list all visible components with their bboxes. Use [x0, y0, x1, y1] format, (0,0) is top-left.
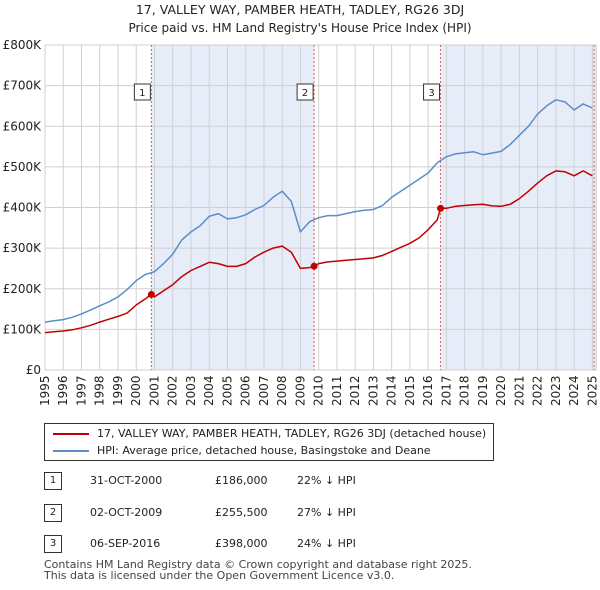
sale-number-box	[133, 83, 151, 101]
legend-item-hpi: HPI: Average price, detached house, Basi…	[53, 443, 431, 459]
sale-row: 3 06-SEP-2016 £398,000 24% ↓ HPI	[44, 535, 564, 555]
x-tick-label: 2020	[494, 375, 508, 406]
sale-point	[147, 290, 155, 298]
y-tick-label: £500K	[3, 160, 43, 174]
sale-row: 2 02-OCT-2009 £255,500 27% ↓ HPI	[44, 504, 564, 524]
chart-subtitle: Price paid vs. HM Land Registry's House …	[128, 21, 471, 35]
legend-label-property: 17, VALLEY WAY, PAMBER HEATH, TADLEY, RG…	[97, 427, 487, 440]
x-tick-label: 1997	[74, 375, 88, 406]
x-tick-label: 2024	[567, 375, 581, 406]
sale-point	[437, 204, 445, 212]
x-tick-label: 2019	[476, 375, 490, 406]
x-tick-label: 2021	[512, 375, 526, 406]
y-tick-label: £800K	[3, 38, 43, 52]
sale-number-label: 1	[139, 88, 145, 99]
y-tick-label: £100K	[3, 322, 43, 336]
x-tick-label: 2005	[220, 375, 234, 406]
sale-marker-number: 3	[44, 535, 62, 553]
x-tick-label: 2014	[385, 375, 399, 406]
sale-date: 06-SEP-2016	[90, 537, 161, 550]
legend-item-property: 17, VALLEY WAY, PAMBER HEATH, TADLEY, RG…	[53, 426, 486, 442]
x-tick-label: 2004	[202, 375, 216, 406]
legend-swatch-hpi	[53, 450, 89, 452]
x-tick-label: 1995	[38, 375, 52, 406]
x-tick-label: 2018	[458, 375, 472, 406]
x-tick-label: 2009	[293, 375, 307, 406]
footer-line-2: This data is licensed under the Open Gov…	[44, 569, 395, 582]
x-tick-label: 2002	[166, 375, 180, 406]
x-tick-label: 2007	[257, 375, 271, 406]
y-tick-label: £400K	[3, 201, 43, 215]
sale-marker-number: 2	[44, 504, 62, 522]
hpi-series-line	[44, 99, 593, 323]
x-tick-label: 2016	[421, 375, 435, 406]
x-tick-label: 2017	[439, 375, 453, 406]
chart-legend: 17, VALLEY WAY, PAMBER HEATH, TADLEY, RG…	[44, 423, 494, 461]
sale-price: £255,500	[215, 506, 268, 519]
legend-label-hpi: HPI: Average price, detached house, Basi…	[97, 444, 431, 457]
x-tick-label: 2013	[366, 375, 380, 406]
footer-line-1: Contains HM Land Registry data © Crown c…	[44, 558, 472, 571]
sale-number-label: 2	[302, 88, 308, 99]
x-tick-label: 2012	[348, 375, 362, 406]
x-tick-label: 2008	[275, 375, 289, 406]
x-tick-label: 2006	[239, 375, 253, 406]
sale-row: 1 31-OCT-2000 £186,000 22% ↓ HPI	[44, 472, 564, 492]
x-tick-label: 1996	[56, 375, 70, 406]
sale-point	[310, 262, 318, 270]
x-tick-label: 2025	[585, 375, 599, 406]
sale-date: 02-OCT-2009	[90, 506, 163, 519]
sale-hpi-diff: 22% ↓ HPI	[297, 474, 356, 487]
sale-date: 31-OCT-2000	[90, 474, 163, 487]
x-tick-label: 2001	[147, 375, 161, 406]
sale-number-box	[423, 83, 441, 101]
x-tick-label: 2000	[129, 375, 143, 406]
sale-price: £186,000	[215, 474, 268, 487]
sale-number-label: 3	[428, 88, 434, 99]
x-tick-label: 2010	[312, 375, 326, 406]
x-tick-label: 2011	[330, 375, 344, 406]
chart-title: 17, VALLEY WAY, PAMBER HEATH, TADLEY, RG…	[136, 2, 464, 17]
x-tick-label: 1998	[93, 375, 107, 406]
price-chart: 17, VALLEY WAY, PAMBER HEATH, TADLEY, RG…	[3, 2, 600, 406]
y-tick-label: £600K	[3, 119, 43, 133]
y-tick-label: £700K	[3, 79, 43, 93]
x-tick-label: 2022	[531, 375, 545, 406]
x-tick-label: 1999	[111, 375, 125, 406]
x-tick-label: 2003	[184, 375, 198, 406]
footer-attribution: Contains HM Land Registry data © Crown c…	[44, 559, 472, 581]
sale-marker-number: 1	[44, 472, 62, 490]
y-tick-label: £200K	[3, 282, 43, 296]
y-tick-label: £0	[26, 363, 41, 377]
x-tick-label: 2023	[549, 375, 563, 406]
sale-number-box	[296, 83, 314, 101]
legend-swatch-property	[53, 433, 89, 435]
x-tick-label: 2015	[403, 375, 417, 406]
y-tick-label: £300K	[3, 241, 43, 255]
sale-price: £398,000	[215, 537, 268, 550]
sale-hpi-diff: 24% ↓ HPI	[297, 537, 356, 550]
sale-hpi-diff: 27% ↓ HPI	[297, 506, 356, 519]
